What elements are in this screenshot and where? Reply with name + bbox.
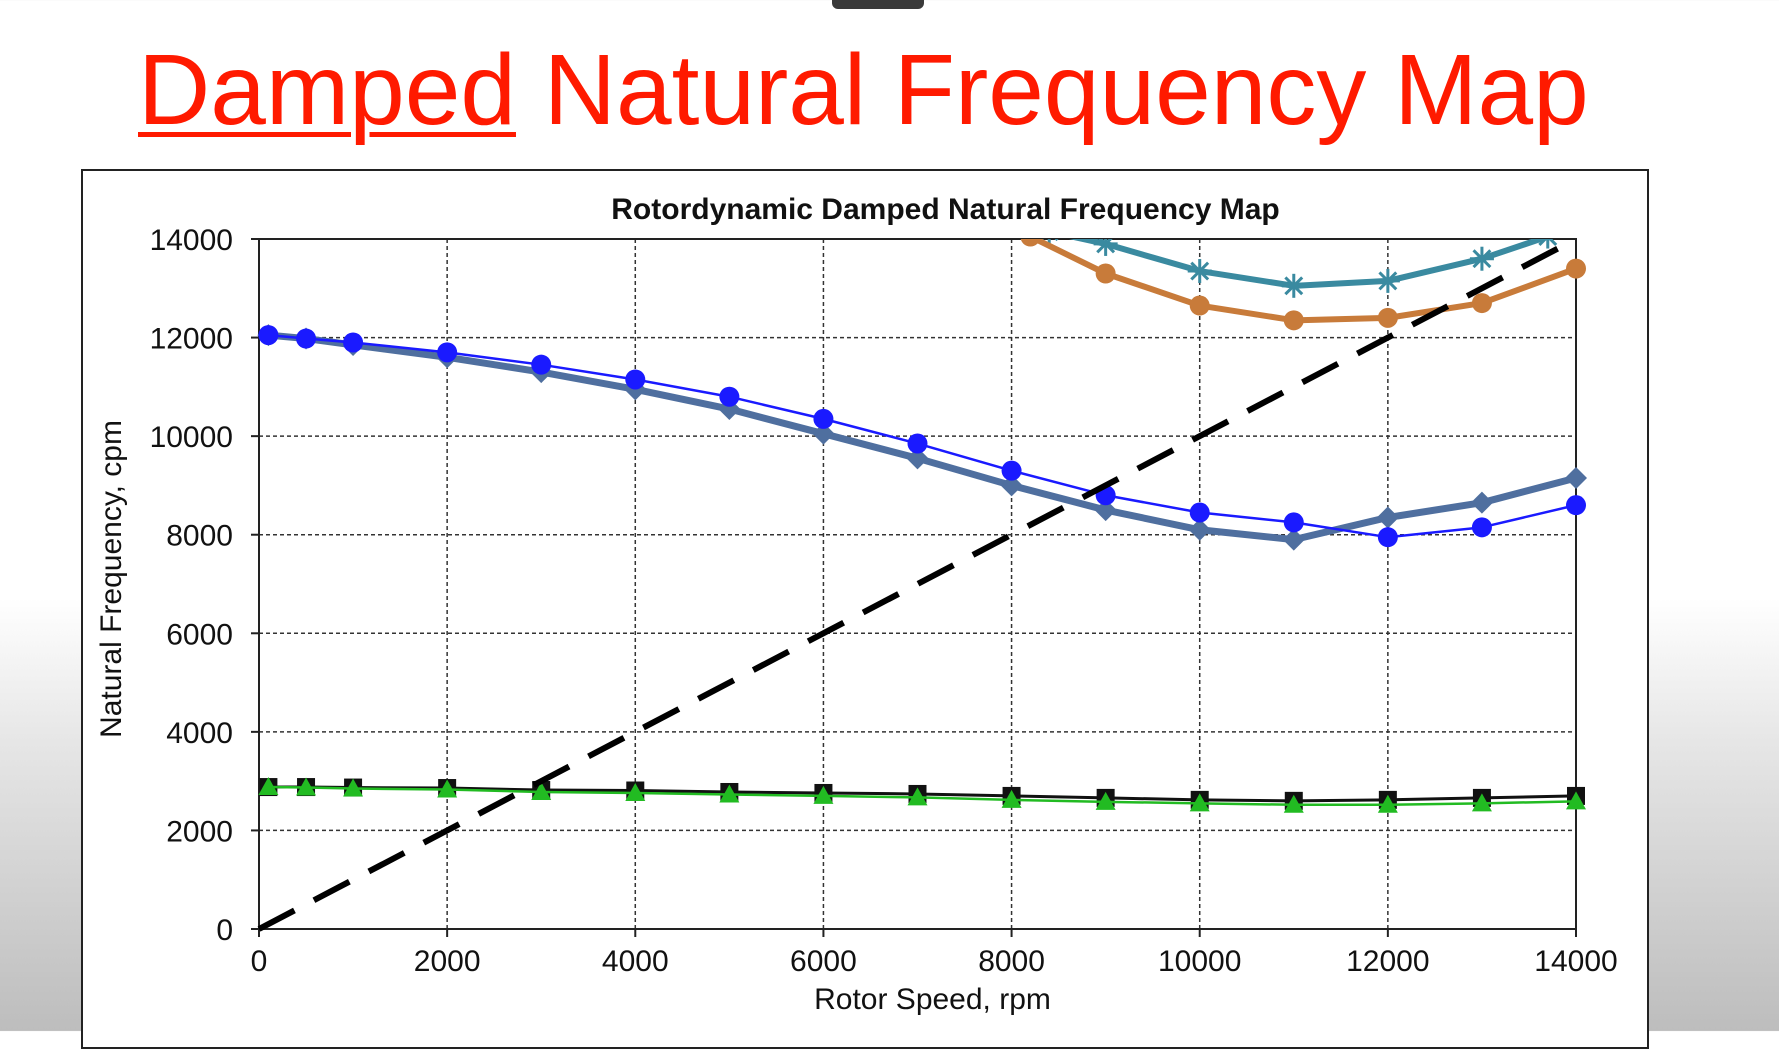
slide-title: Damped Natural Frequency Map [138, 30, 1589, 150]
data-point-circle [625, 369, 646, 390]
data-point-triangle [719, 784, 740, 803]
data-point-diamond [1000, 474, 1023, 497]
data-point-circle [437, 342, 458, 363]
axis-layer: 0 2000 4000 6000 8000 10000 12000 14000 0 2000 400… [150, 224, 1618, 978]
series-layer [257, 239, 1587, 932]
y-tick-label: 14000 [150, 224, 233, 257]
data-point-circle [1001, 460, 1022, 481]
data-point-circle [1471, 517, 1492, 538]
data-point-asterisk [1039, 239, 1059, 244]
x-tick-label: 8000 [978, 945, 1045, 978]
data-point-circle [813, 408, 834, 429]
data-point-circle [1471, 293, 1492, 314]
data-point-circle [296, 328, 317, 349]
series-2 [258, 325, 1586, 548]
data-point-triangle [1471, 793, 1492, 812]
data-point-diamond [718, 398, 741, 421]
data-point-circle [1377, 527, 1398, 548]
data-point-triangle [907, 787, 928, 806]
data-point-triangle [1283, 794, 1304, 813]
data-point-circle [531, 354, 552, 375]
series-line-dashed [257, 239, 1578, 932]
y-tick-label: 0 [216, 914, 233, 947]
data-point-circle [1095, 263, 1116, 284]
data-point-diamond [812, 422, 835, 445]
data-point-circle [1020, 239, 1041, 247]
x-tick-label: 4000 [602, 945, 669, 978]
data-point-triangle [437, 779, 458, 798]
series-3 [1039, 239, 1558, 298]
data-point-triangle [1001, 789, 1022, 808]
data-point-circle [1189, 295, 1210, 316]
x-tick-label: 12000 [1346, 945, 1429, 978]
data-point-circle [1283, 512, 1304, 533]
data-point-triangle [296, 777, 317, 796]
slide-title-underlined: Damped [138, 34, 516, 146]
series-4 [1020, 239, 1586, 331]
data-point-asterisk [1281, 273, 1306, 298]
y-tick-label: 6000 [166, 618, 233, 651]
series-7 [257, 239, 1578, 932]
series-6 [258, 777, 1586, 813]
data-point-diamond [1282, 528, 1305, 551]
data-point-triangle [1566, 791, 1586, 810]
data-point-circle [1566, 495, 1586, 516]
series-line [268, 333, 1577, 539]
data-point-asterisk [1375, 268, 1400, 293]
asterisk-stroke [1548, 239, 1558, 246]
data-point-triangle [1189, 793, 1210, 812]
frequency-map-chart: 0 2000 4000 6000 8000 10000 12000 14000 0 2000 400… [95, 193, 1618, 1016]
x-tick-label: 10000 [1158, 945, 1241, 978]
data-point-asterisk [1187, 259, 1212, 284]
series-line [268, 785, 1577, 807]
x-tick-label: 0 [251, 945, 268, 978]
data-point-diamond [1188, 518, 1211, 541]
y-tick-label: 12000 [150, 323, 233, 356]
data-point-triangle [813, 785, 834, 804]
slide-title-rest: Natural Frequency Map [515, 34, 1589, 146]
window-top-tab [832, 0, 924, 9]
data-point-asterisk [1093, 239, 1118, 256]
data-point-circle [343, 332, 364, 353]
chart-title: Rotordynamic Damped Natural Frequency Ma… [611, 193, 1279, 226]
data-point-diamond [1470, 491, 1493, 514]
y-tick-label: 10000 [150, 421, 233, 454]
data-point-triangle [258, 777, 279, 796]
data-point-triangle [1377, 794, 1398, 813]
data-point-triangle [343, 778, 364, 797]
x-tick-label: 6000 [790, 945, 857, 978]
x-axis-label: Rotor Speed, rpm [814, 983, 1051, 1016]
asterisk-stroke [1538, 239, 1548, 246]
data-point-diamond [906, 447, 929, 470]
data-point-diamond [1376, 506, 1399, 529]
data-point-triangle [531, 781, 552, 800]
data-point-circle [1566, 258, 1586, 279]
y-tick-label: 4000 [166, 717, 233, 750]
plot-area-border [258, 238, 1577, 930]
data-point-asterisk [1469, 246, 1494, 271]
data-point-diamond [1094, 499, 1117, 522]
data-point-circle [907, 433, 928, 454]
x-tick-label: 14000 [1534, 945, 1617, 978]
data-point-asterisk [1538, 239, 1558, 249]
data-point-circle [258, 325, 279, 346]
data-point-triangle [625, 782, 646, 801]
data-point-triangle [1095, 791, 1116, 810]
y-axis-label: Natural Frequency, cpm [95, 420, 128, 738]
data-point-circle [1283, 310, 1304, 331]
data-point-circle [1377, 307, 1398, 328]
data-point-circle [1189, 502, 1210, 523]
x-tick-label: 2000 [414, 945, 481, 978]
data-point-diamond [1565, 467, 1587, 490]
data-point-circle [719, 386, 740, 407]
chart-frame: 0 2000 4000 6000 8000 10000 12000 14000 0 2000 400… [81, 169, 1649, 1049]
y-tick-label: 8000 [166, 520, 233, 553]
y-tick-label: 2000 [166, 815, 233, 848]
